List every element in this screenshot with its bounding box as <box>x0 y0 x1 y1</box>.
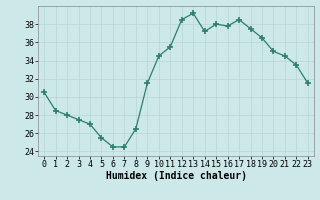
X-axis label: Humidex (Indice chaleur): Humidex (Indice chaleur) <box>106 171 246 181</box>
